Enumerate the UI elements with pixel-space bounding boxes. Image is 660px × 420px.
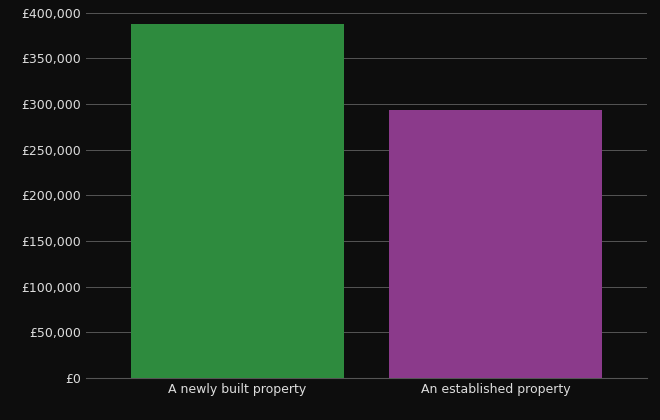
Bar [131, 24, 344, 378]
Bar [389, 110, 602, 378]
